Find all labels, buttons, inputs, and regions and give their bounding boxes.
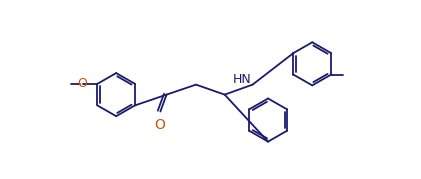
Text: HN: HN (232, 73, 251, 86)
Text: O: O (77, 77, 87, 90)
Text: O: O (154, 118, 165, 132)
